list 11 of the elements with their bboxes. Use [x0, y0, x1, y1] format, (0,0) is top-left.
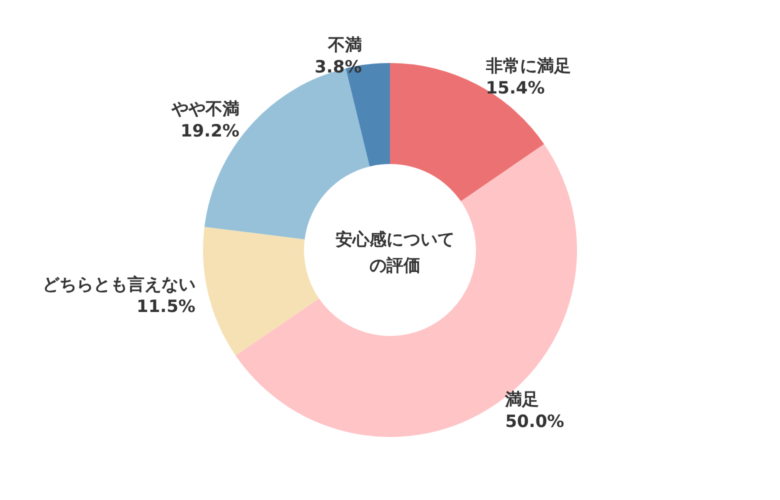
data-label: 3.8%: [314, 57, 362, 78]
text: 安心感についての評価: [336, 230, 454, 276]
data-label: 15.4%: [486, 78, 545, 98]
slice-label: 非常に満足: [484, 56, 571, 76]
data-label: 50.0%: [505, 412, 564, 432]
slice-label: やや不満: [170, 99, 240, 120]
slice-label: どちらとも言えない: [42, 274, 196, 295]
data-label: 19.2%: [180, 121, 240, 142]
slice-label: 満足: [504, 390, 540, 410]
slice-label: 不満: [326, 35, 362, 56]
data-label: 11.5%: [136, 296, 196, 317]
